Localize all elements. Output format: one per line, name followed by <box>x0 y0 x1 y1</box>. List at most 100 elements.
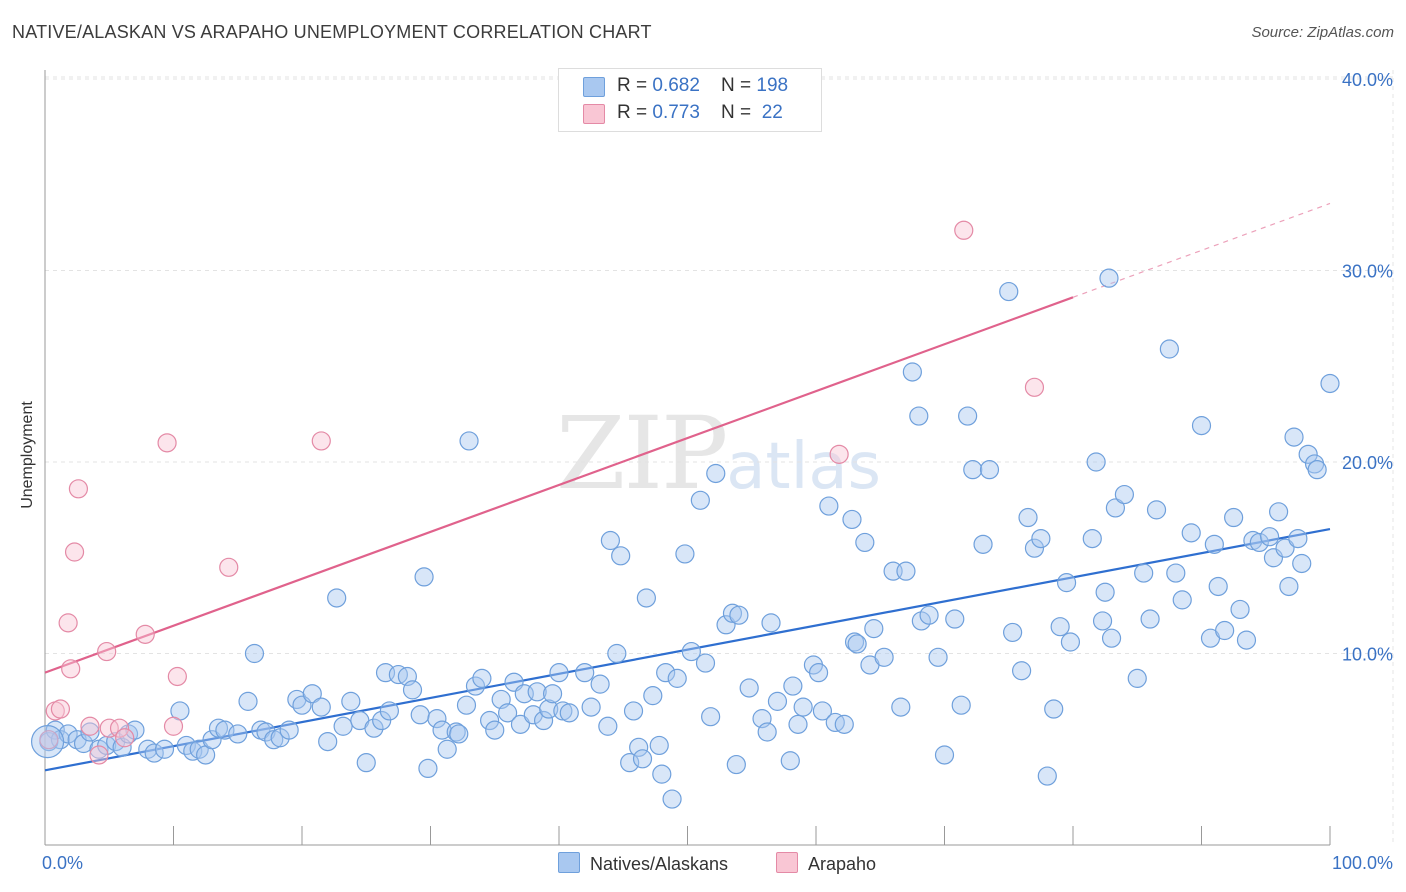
point-natives <box>465 676 486 696</box>
legend-text-arapaho: R = 0.773 N = 22 <box>617 102 783 123</box>
bottom-legend-swatch-natives <box>558 852 580 873</box>
legend: R = 0.682 N = 198 R = 0.773 N = 22 <box>558 68 822 132</box>
point-natives <box>590 674 610 694</box>
point-natives <box>1086 452 1106 472</box>
point-natives <box>783 676 803 696</box>
point-arapaho <box>68 479 89 499</box>
point-arapaho <box>50 699 71 719</box>
point-arapaho <box>80 716 100 736</box>
point-natives <box>808 663 829 683</box>
point-natives <box>449 724 469 744</box>
grid-lines <box>45 70 1395 845</box>
point-natives <box>623 701 644 721</box>
point-natives <box>757 722 777 742</box>
point-natives <box>1236 630 1257 650</box>
point-arapaho <box>167 666 187 687</box>
point-arapaho <box>61 659 81 679</box>
point-natives <box>675 544 695 564</box>
point-natives <box>341 691 361 711</box>
point-natives <box>1249 532 1269 553</box>
point-natives <box>767 691 788 711</box>
point-natives <box>963 460 983 480</box>
point-natives <box>1024 538 1045 558</box>
point-natives <box>1092 611 1113 631</box>
point-natives <box>333 716 353 736</box>
point-natives <box>402 680 423 700</box>
point-natives <box>154 739 175 759</box>
point-natives <box>739 678 759 698</box>
point-natives <box>690 490 710 510</box>
point-natives <box>1003 622 1023 643</box>
point-natives <box>1127 668 1147 688</box>
point-natives <box>228 724 248 744</box>
point-natives <box>480 710 500 731</box>
legend-row-natives: R = 0.682 N = 198 <box>559 73 821 101</box>
legend-row-arapaho: R = 0.773 N = 22 <box>559 100 821 128</box>
point-natives <box>834 714 854 734</box>
bottom-legend-label-arapaho: Arapaho <box>808 854 877 874</box>
point-natives <box>902 362 922 382</box>
point-natives <box>1166 563 1186 583</box>
point-natives <box>928 647 948 667</box>
point-natives <box>485 720 505 740</box>
data-points <box>30 220 1340 809</box>
point-natives <box>1181 523 1201 543</box>
trend-lines <box>44 202 1331 772</box>
point-natives <box>636 588 656 608</box>
bottom-legend-label-natives: Natives/Alaskans <box>590 854 729 874</box>
point-natives <box>1320 373 1340 394</box>
source-label: Source: ZipAtlas.com <box>1251 24 1394 41</box>
watermark-atlas: atlas <box>726 430 881 504</box>
point-natives <box>891 697 911 717</box>
point-natives <box>598 716 618 736</box>
point-arapaho <box>97 641 117 662</box>
point-natives <box>681 641 701 662</box>
point-natives <box>575 663 595 683</box>
point-natives <box>202 730 222 750</box>
point-natives <box>427 709 447 729</box>
point-natives <box>456 695 477 715</box>
point-natives <box>327 588 347 608</box>
point-natives <box>842 509 862 530</box>
point-natives <box>919 605 939 625</box>
point-natives <box>215 720 235 740</box>
point-natives <box>1191 416 1212 436</box>
point-natives <box>510 714 531 734</box>
point-arapaho <box>163 716 184 736</box>
point-natives <box>1011 661 1032 681</box>
legend-text-natives: R = 0.682 N = 198 <box>617 75 789 96</box>
point-natives <box>788 714 808 734</box>
point-natives <box>1099 268 1119 288</box>
point-natives <box>472 668 492 688</box>
point-natives <box>459 431 479 451</box>
point-natives <box>1146 500 1167 520</box>
point-natives <box>706 463 726 484</box>
point-natives <box>527 682 547 702</box>
point-natives <box>726 754 746 775</box>
bottom-legend-swatch-arapaho <box>776 852 798 873</box>
point-natives <box>581 697 601 717</box>
point-arapaho <box>157 433 177 453</box>
trend-line-natives <box>44 527 1331 772</box>
point-natives <box>761 613 781 633</box>
point-natives <box>125 720 145 740</box>
point-natives <box>1292 553 1312 574</box>
point-natives <box>549 663 569 683</box>
point-natives <box>611 546 631 566</box>
point-natives <box>498 703 518 723</box>
point-natives <box>1208 576 1228 597</box>
point-natives <box>643 686 663 706</box>
y-tick-label: 40.0% <box>1342 70 1393 90</box>
axes <box>44 70 1331 846</box>
point-natives <box>1101 628 1122 648</box>
point-natives <box>372 710 392 731</box>
point-natives <box>256 722 276 742</box>
point-arapaho <box>1024 377 1045 397</box>
chart-title: NATIVE/ALASKAN VS ARAPAHO UNEMPLOYMENT C… <box>12 22 652 42</box>
point-natives <box>780 751 800 771</box>
point-natives <box>812 701 833 721</box>
bottom-legend-arapaho: Arapaho <box>776 852 876 875</box>
point-natives <box>819 496 839 516</box>
point-natives <box>418 758 438 779</box>
